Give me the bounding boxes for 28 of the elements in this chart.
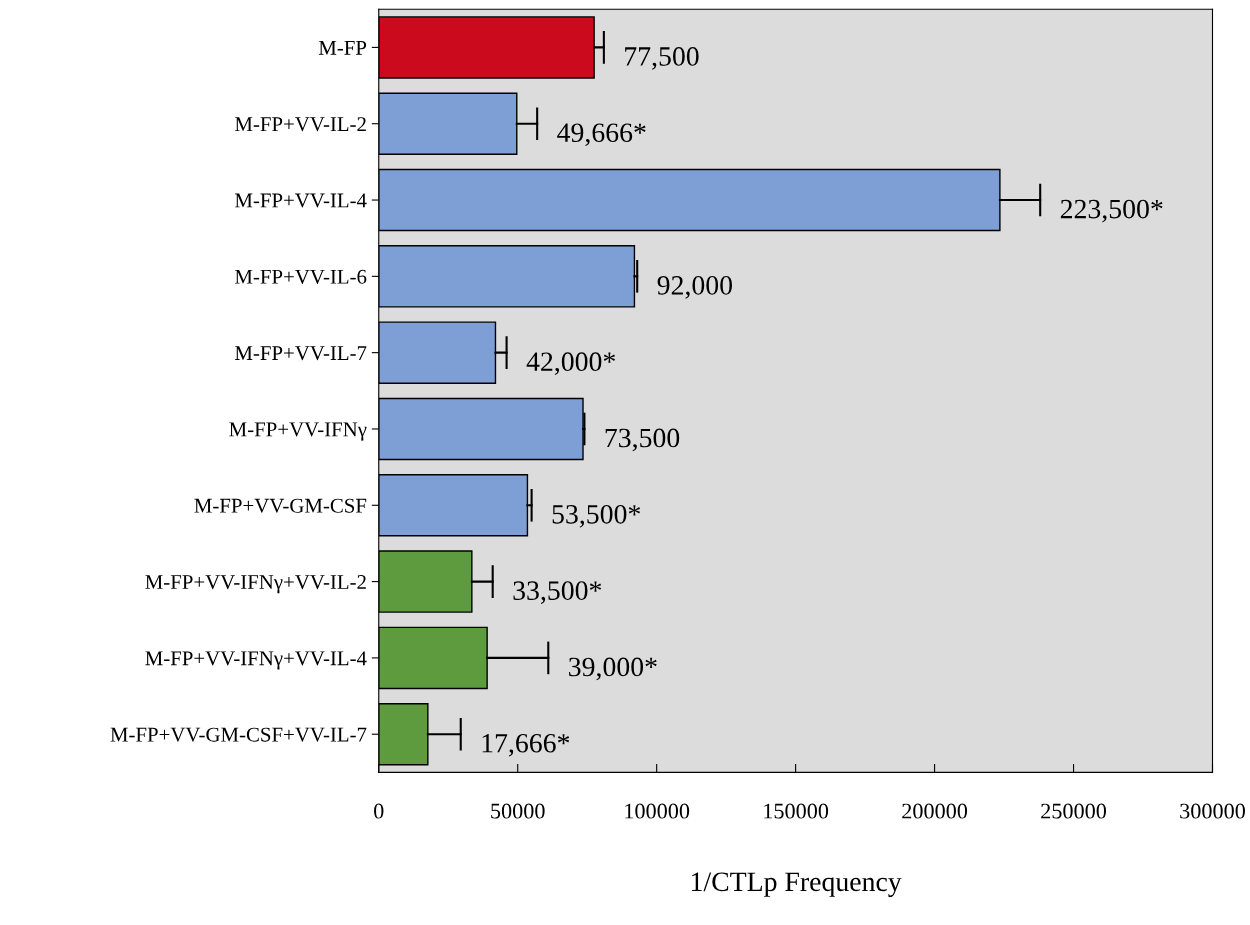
x-tick-label: 250000 — [1041, 803, 1107, 819]
y-tick-label: M-FP+VV-IL-4 — [235, 193, 367, 208]
y-tick-label: M-FP+VV-GM-CSF+VV-IL-7 — [110, 727, 367, 742]
data-label: 77,500 — [625, 47, 699, 70]
x-tick-label: 150000 — [764, 803, 829, 819]
data-label: 223,500* — [1060, 199, 1163, 223]
data-label: 17,666* — [482, 733, 570, 757]
data-label: 33,500* — [513, 581, 602, 604]
data-label: 49,666* — [557, 123, 646, 147]
x-axis-title: 1/CTLp Frequency — [692, 872, 902, 897]
y-tick-label: M-FP+VV-IL-2 — [235, 117, 366, 132]
data-label: 73,500 — [605, 428, 680, 452]
x-tick-label: 100000 — [625, 803, 690, 819]
data-label: 92,000 — [657, 276, 732, 299]
y-tick-label: M-FP+VV-IFNγ+VV-IL-4 — [145, 651, 367, 670]
y-tick-label: M-FP — [318, 40, 367, 55]
data-label: 39,000* — [569, 657, 657, 681]
y-tick-label: M-FP+VV-IFNγ+VV-IL-2 — [145, 575, 366, 594]
x-tick-label: 0 — [374, 803, 384, 819]
x-tick-label: 200000 — [902, 803, 968, 819]
x-tick-label: 300000 — [1180, 803, 1245, 819]
y-tick-label: M-FP+VV-IFNγ — [229, 422, 367, 441]
data-label: 42,000* — [526, 352, 615, 376]
data-label: 53,500* — [552, 504, 641, 528]
x-tick-label: 50000 — [491, 803, 545, 819]
y-tick-label: M-FP+VV-IL-6 — [235, 269, 367, 284]
y-tick-label: M-FP+VV-GM-CSF — [194, 498, 367, 513]
y-tick-label: M-FP+VV-IL-7 — [235, 346, 367, 361]
